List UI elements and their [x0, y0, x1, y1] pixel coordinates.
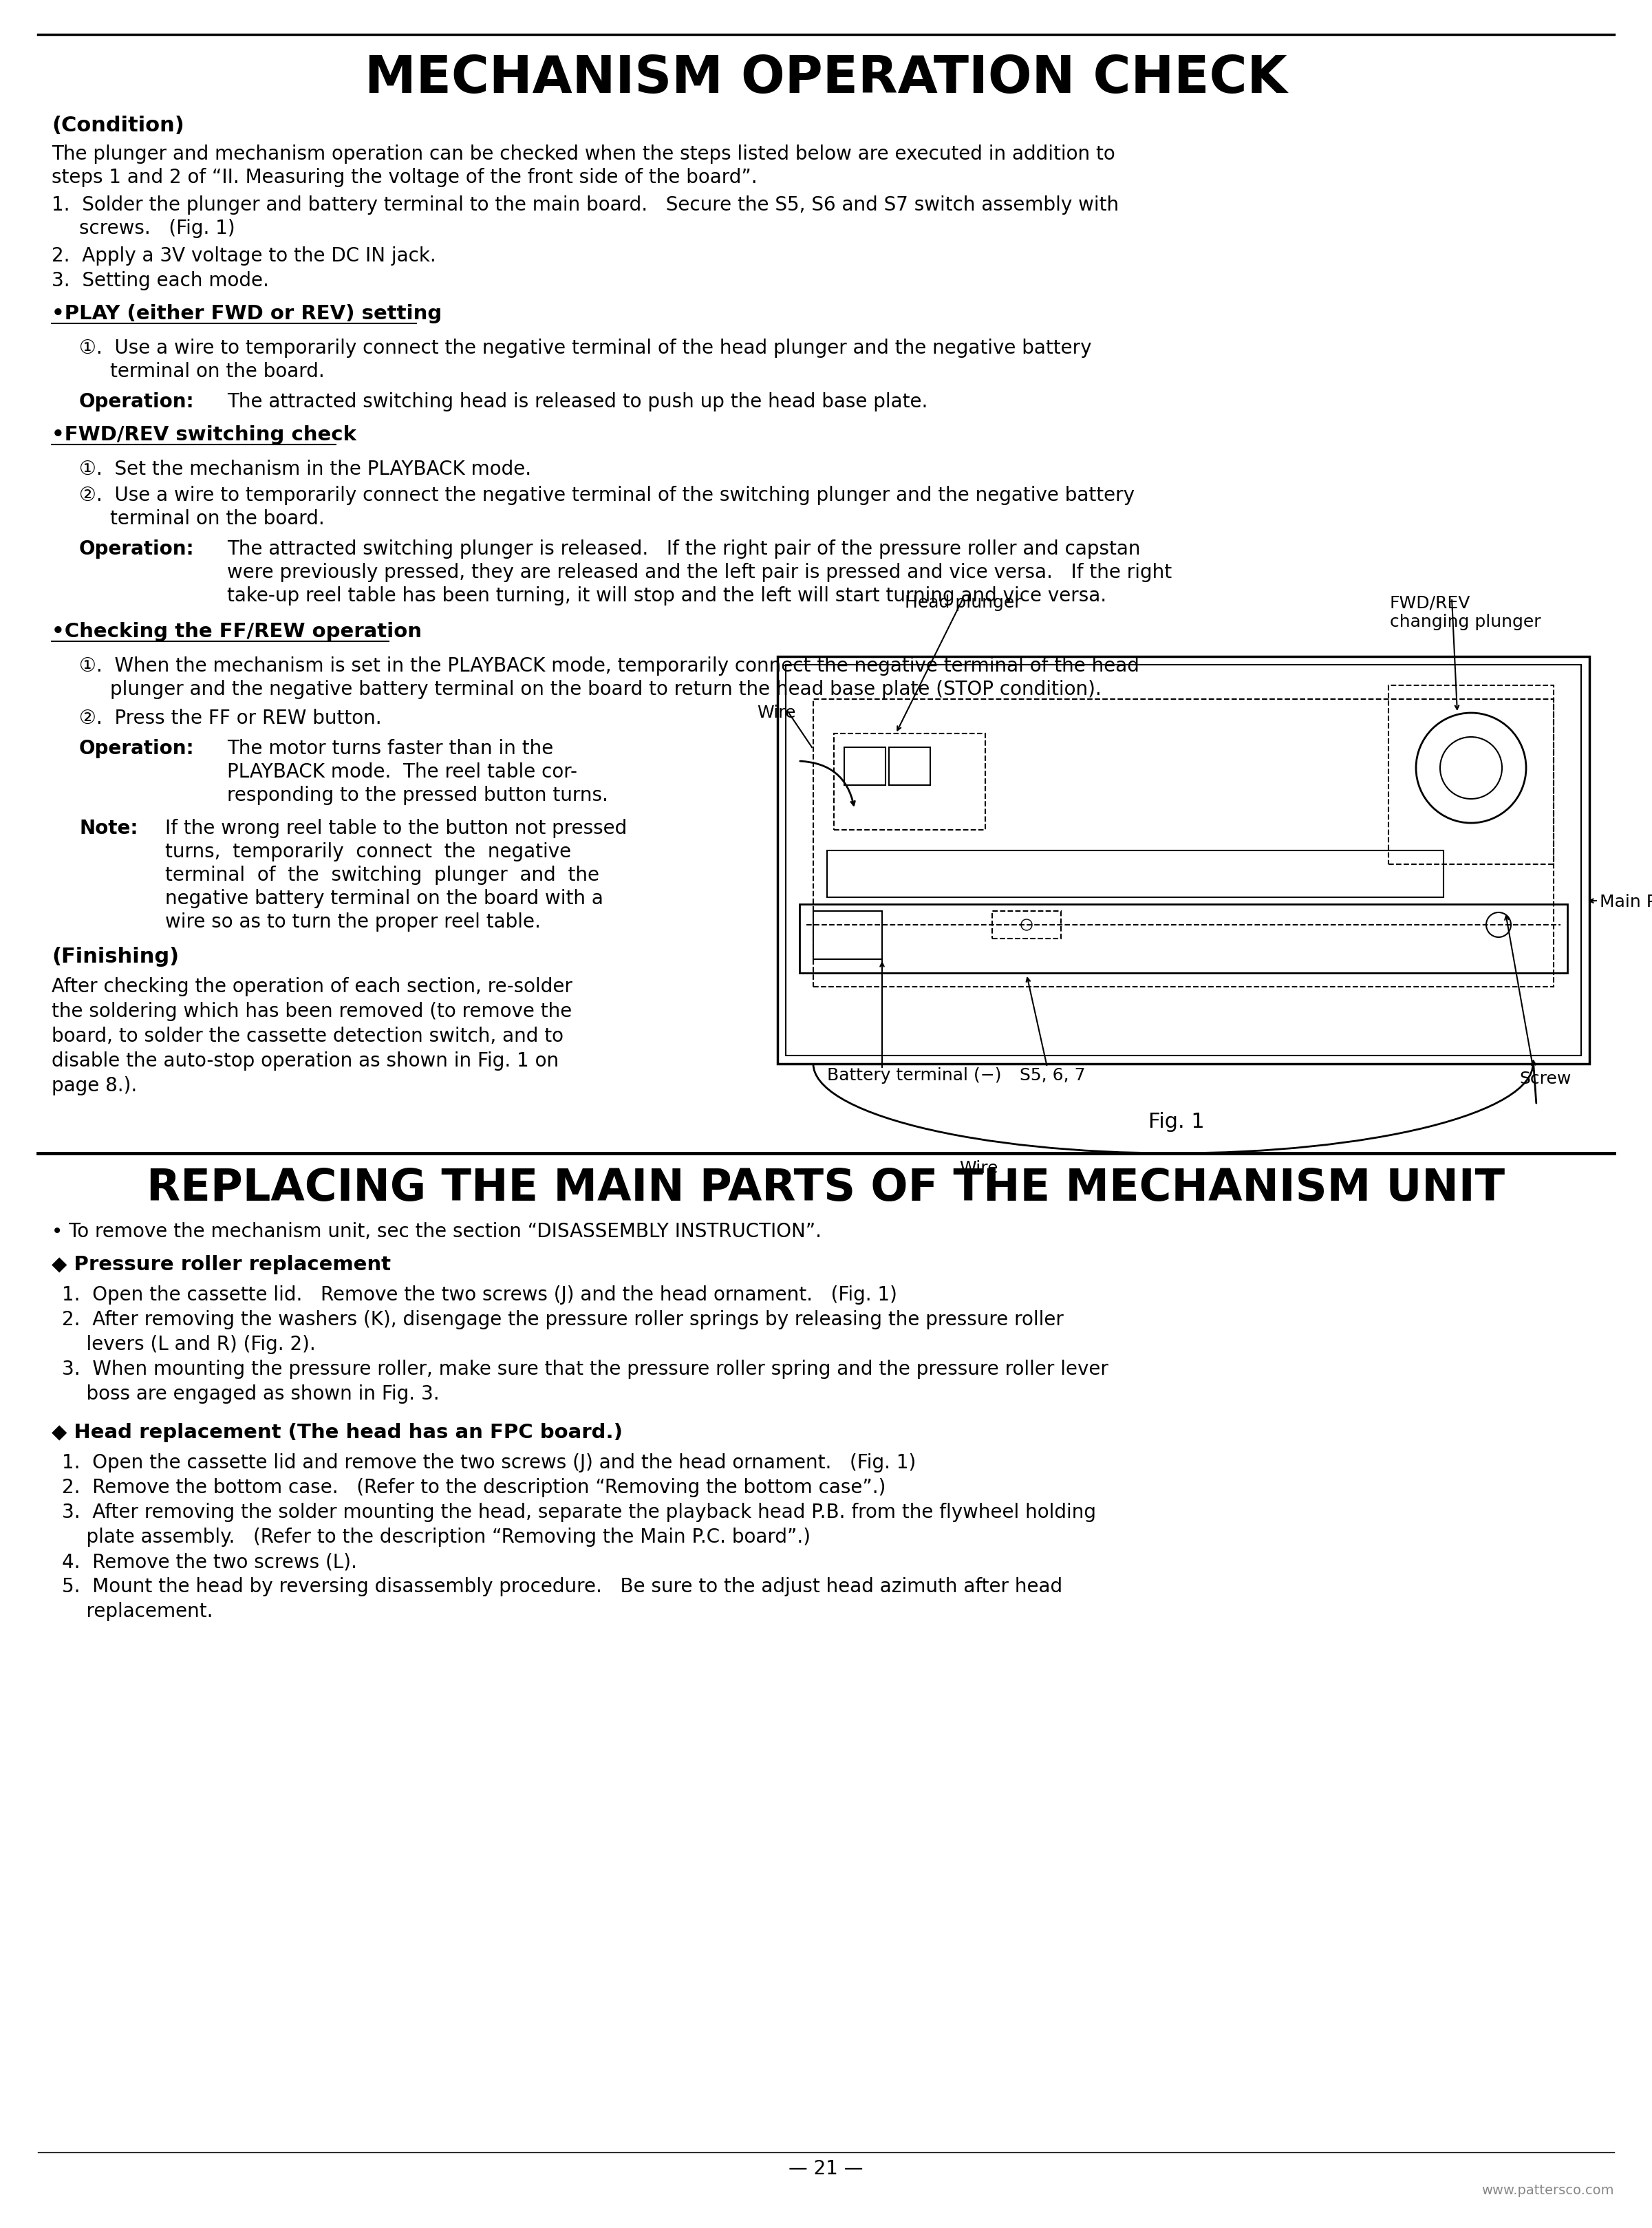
- Text: The attracted switching plunger is released.   If the right pair of the pressure: The attracted switching plunger is relea…: [226, 539, 1140, 559]
- Text: Operation:: Operation:: [79, 740, 195, 758]
- Text: 2.  After removing the washers (K), disengage the pressure roller springs by rel: 2. After removing the washers (K), disen…: [61, 1310, 1064, 1330]
- Text: 1.  Open the cassette lid.   Remove the two screws (J) and the head ornament.   : 1. Open the cassette lid. Remove the two…: [61, 1286, 897, 1306]
- Text: ②.  Press the FF or REW button.: ②. Press the FF or REW button.: [79, 709, 382, 729]
- Text: page 8.).: page 8.).: [51, 1076, 137, 1096]
- Text: the soldering which has been removed (to remove the: the soldering which has been removed (to…: [51, 1003, 572, 1020]
- Text: The plunger and mechanism operation can be checked when the steps listed below a: The plunger and mechanism operation can …: [51, 145, 1115, 165]
- Bar: [813, 911, 882, 960]
- Text: •PLAY (either FWD or REV) setting: •PLAY (either FWD or REV) setting: [51, 305, 441, 323]
- Bar: [993, 911, 1061, 938]
- Bar: [800, 905, 1568, 974]
- Text: Head plunger: Head plunger: [905, 595, 1021, 610]
- Bar: [813, 700, 1553, 987]
- Text: board, to solder the cassette detection switch, and to: board, to solder the cassette detection …: [51, 1027, 563, 1045]
- Text: Battery terminal (−): Battery terminal (−): [828, 1067, 1001, 1083]
- Text: — 21 —: — 21 —: [788, 2159, 862, 2179]
- Text: 3.  When mounting the pressure roller, make sure that the pressure roller spring: 3. When mounting the pressure roller, ma…: [61, 1359, 1108, 1379]
- Text: ◆ Pressure roller replacement: ◆ Pressure roller replacement: [51, 1254, 392, 1274]
- Text: •FWD/REV switching check: •FWD/REV switching check: [51, 426, 357, 446]
- Text: Fig. 1: Fig. 1: [1148, 1112, 1204, 1132]
- Text: S5, 6, 7: S5, 6, 7: [1019, 1067, 1085, 1083]
- Text: boss are engaged as shown in Fig. 3.: boss are engaged as shown in Fig. 3.: [61, 1384, 439, 1404]
- Text: terminal on the board.: terminal on the board.: [111, 361, 324, 381]
- Text: • To remove the mechanism unit, sec the section “DISASSEMBLY INSTRUCTION”.: • To remove the mechanism unit, sec the …: [51, 1221, 821, 1241]
- Text: 2.  Apply a 3V voltage to the DC IN jack.: 2. Apply a 3V voltage to the DC IN jack.: [51, 247, 436, 265]
- Text: responding to the pressed button turns.: responding to the pressed button turns.: [226, 786, 608, 804]
- Bar: [786, 664, 1581, 1056]
- Text: steps 1 and 2 of “II. Measuring the voltage of the front side of the board”.: steps 1 and 2 of “II. Measuring the volt…: [51, 167, 757, 187]
- Text: Operation:: Operation:: [79, 539, 195, 559]
- Text: ①.  Use a wire to temporarily connect the negative terminal of the head plunger : ①. Use a wire to temporarily connect the…: [79, 339, 1092, 359]
- Text: •Checking the FF/REW operation: •Checking the FF/REW operation: [51, 622, 421, 642]
- Text: The attracted switching head is released to push up the head base plate.: The attracted switching head is released…: [226, 392, 928, 412]
- Text: Screw: Screw: [1520, 1072, 1571, 1087]
- Text: terminal on the board.: terminal on the board.: [111, 510, 324, 528]
- Text: changing plunger: changing plunger: [1389, 613, 1541, 631]
- Text: 1.  Open the cassette lid and remove the two screws (J) and the head ornament.  : 1. Open the cassette lid and remove the …: [61, 1453, 915, 1473]
- Text: REPLACING THE MAIN PARTS OF THE MECHANISM UNIT: REPLACING THE MAIN PARTS OF THE MECHANIS…: [147, 1167, 1505, 1210]
- Text: were previously pressed, they are released and the left pair is pressed and vice: were previously pressed, they are releas…: [226, 564, 1171, 582]
- Text: 4.  Remove the two screws (L).: 4. Remove the two screws (L).: [61, 1553, 357, 1571]
- Text: replacement.: replacement.: [61, 1602, 213, 1622]
- Bar: [828, 851, 1444, 898]
- Text: turns,  temporarily  connect  the  negative: turns, temporarily connect the negative: [165, 842, 572, 862]
- Text: Main P.C.B.: Main P.C.B.: [1599, 893, 1652, 911]
- Text: disable the auto-stop operation as shown in Fig. 1 on: disable the auto-stop operation as shown…: [51, 1052, 558, 1072]
- Text: If the wrong reel table to the button not pressed: If the wrong reel table to the button no…: [165, 820, 628, 838]
- Text: The motor turns faster than in the: The motor turns faster than in the: [226, 740, 553, 758]
- Text: Wire: Wire: [958, 1161, 998, 1176]
- Text: FWD/REV: FWD/REV: [1389, 595, 1470, 610]
- Text: MECHANISM OPERATION CHECK: MECHANISM OPERATION CHECK: [365, 53, 1287, 105]
- Text: negative battery terminal on the board with a: negative battery terminal on the board w…: [165, 889, 603, 909]
- Text: PLAYBACK mode.  The reel table cor-: PLAYBACK mode. The reel table cor-: [226, 762, 577, 782]
- Text: 3.  Setting each mode.: 3. Setting each mode.: [51, 272, 269, 290]
- Text: 5.  Mount the head by reversing disassembly procedure.   Be sure to the adjust h: 5. Mount the head by reversing disassemb…: [61, 1577, 1062, 1595]
- Text: Wire: Wire: [757, 704, 796, 722]
- Text: Note:: Note:: [79, 820, 139, 838]
- Text: terminal  of  the  switching  plunger  and  the: terminal of the switching plunger and th…: [165, 867, 600, 885]
- Text: levers (L and R) (Fig. 2).: levers (L and R) (Fig. 2).: [61, 1335, 316, 1355]
- Text: ◆ Head replacement (The head has an FPC board.): ◆ Head replacement (The head has an FPC …: [51, 1424, 623, 1442]
- Text: plunger and the negative battery terminal on the board to return the head base p: plunger and the negative battery termina…: [111, 680, 1102, 700]
- Text: Operation:: Operation:: [79, 392, 195, 412]
- Text: 3.  After removing the solder mounting the head, separate the playback head P.B.: 3. After removing the solder mounting th…: [61, 1502, 1095, 1522]
- Text: (Condition): (Condition): [51, 116, 185, 136]
- Text: 2.  Remove the bottom case.   (Refer to the description “Removing the bottom cas: 2. Remove the bottom case. (Refer to the…: [61, 1477, 885, 1497]
- Bar: [844, 746, 885, 784]
- Text: ①.  Set the mechanism in the PLAYBACK mode.: ①. Set the mechanism in the PLAYBACK mod…: [79, 459, 532, 479]
- Text: screws.   (Fig. 1): screws. (Fig. 1): [79, 218, 235, 238]
- Text: www.pattersco.com: www.pattersco.com: [1482, 2183, 1614, 2197]
- Bar: [834, 733, 985, 829]
- Text: wire so as to turn the proper reel table.: wire so as to turn the proper reel table…: [165, 913, 540, 931]
- Text: plate assembly.   (Refer to the description “Removing the Main P.C. board”.): plate assembly. (Refer to the descriptio…: [61, 1528, 811, 1546]
- Text: (Finishing): (Finishing): [51, 947, 178, 967]
- Text: ②.  Use a wire to temporarily connect the negative terminal of the switching plu: ②. Use a wire to temporarily connect the…: [79, 486, 1135, 506]
- Text: ①.  When the mechanism is set in the PLAYBACK mode, temporarily connect the nega: ①. When the mechanism is set in the PLAY…: [79, 657, 1140, 675]
- Bar: [1388, 686, 1553, 864]
- Text: take-up reel table has been turning, it will stop and the left will start turnin: take-up reel table has been turning, it …: [226, 586, 1107, 606]
- Bar: [778, 657, 1589, 1063]
- Bar: [889, 746, 930, 784]
- Text: After checking the operation of each section, re-solder: After checking the operation of each sec…: [51, 978, 572, 996]
- Text: 1.  Solder the plunger and battery terminal to the main board.   Secure the S5, : 1. Solder the plunger and battery termin…: [51, 196, 1118, 214]
